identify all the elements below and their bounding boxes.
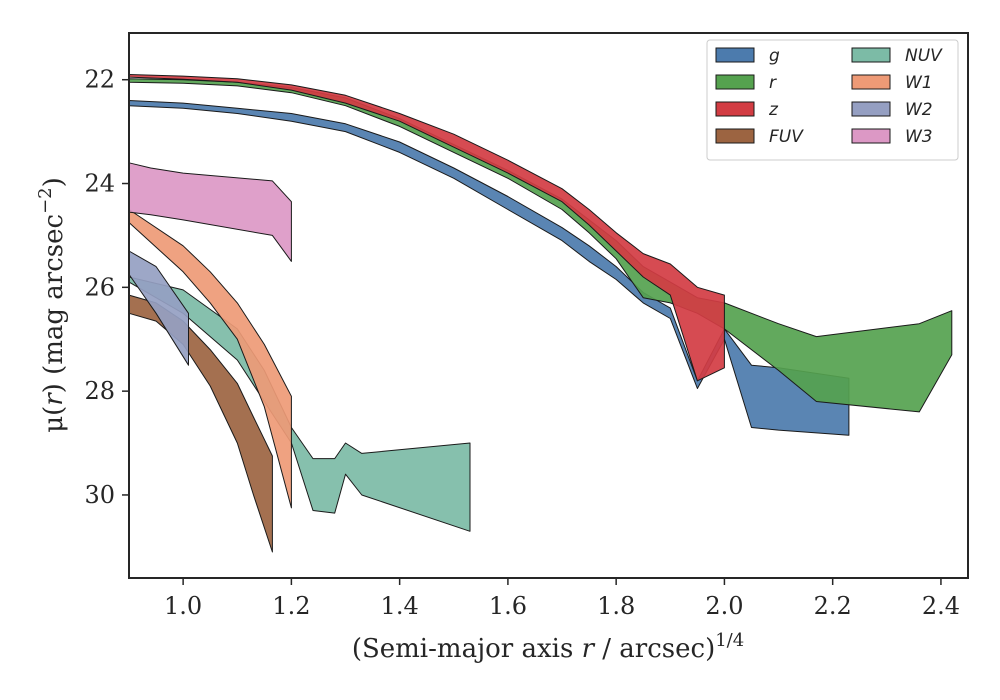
band-w1 — [128, 209, 292, 509]
legend-swatch-w3 — [851, 128, 891, 144]
legend: grz FUV NUV W1 W2 W3 — [706, 39, 959, 161]
band-fuv — [128, 294, 273, 553]
band-g — [128, 100, 850, 436]
x-axis-ticks: 1.0 1.2 1.4 1.6 1.8 2.0 2.2 2.4 — [164, 578, 960, 620]
y-tick-label: 28 — [84, 377, 115, 405]
legend-label-w2: W2 — [905, 100, 933, 120]
plot-frame — [128, 32, 969, 579]
y-tick-label: 26 — [84, 273, 115, 301]
legend-swatch-r — [715, 74, 755, 90]
x-tick-label: 1.6 — [489, 592, 527, 620]
series-bands — [128, 74, 953, 553]
legend-swatch-nuv — [851, 47, 891, 63]
x-tick-label: 1.0 — [164, 592, 202, 620]
band-w3 — [128, 162, 292, 262]
x-tick-label: 1.4 — [381, 592, 419, 620]
y-tick-label: 22 — [84, 66, 115, 94]
legend-swatch-g — [715, 47, 755, 63]
legend-swatch-fuv — [715, 128, 755, 144]
legend-swatch-z — [715, 101, 755, 117]
legend-swatch-w1 — [851, 74, 891, 90]
legend-label-w3: W3 — [905, 127, 933, 147]
legend-swatch-w2 — [851, 101, 891, 117]
legend-items: grz FUV NUV W1 W2 W3 — [715, 46, 943, 147]
band-z — [128, 74, 725, 382]
y-tick-label: 30 — [84, 481, 115, 509]
legend-label-w1: W1 — [905, 73, 933, 93]
y-tick-label: 24 — [84, 170, 115, 198]
legend-label-z: z — [768, 100, 779, 120]
y-axis-ticks: 22 24 26 28 30 — [84, 66, 129, 509]
x-tick-label: 2.2 — [814, 592, 852, 620]
x-tick-label: 2.0 — [705, 592, 743, 620]
y-axis-label: μ(r) (mag arcsec−2) — [35, 177, 69, 433]
x-axis-label: (Semi-major axis r / arcsec)1/4 — [352, 630, 744, 664]
x-tick-label: 1.2 — [272, 592, 310, 620]
legend-label-r: r — [769, 73, 777, 93]
legend-frame — [706, 39, 959, 161]
x-tick-label: 1.8 — [597, 592, 635, 620]
legend-label-nuv: NUV — [905, 46, 943, 66]
x-tick-label: 2.4 — [922, 592, 960, 620]
legend-label-fuv: FUV — [769, 127, 804, 147]
legend-label-g: g — [769, 46, 780, 66]
